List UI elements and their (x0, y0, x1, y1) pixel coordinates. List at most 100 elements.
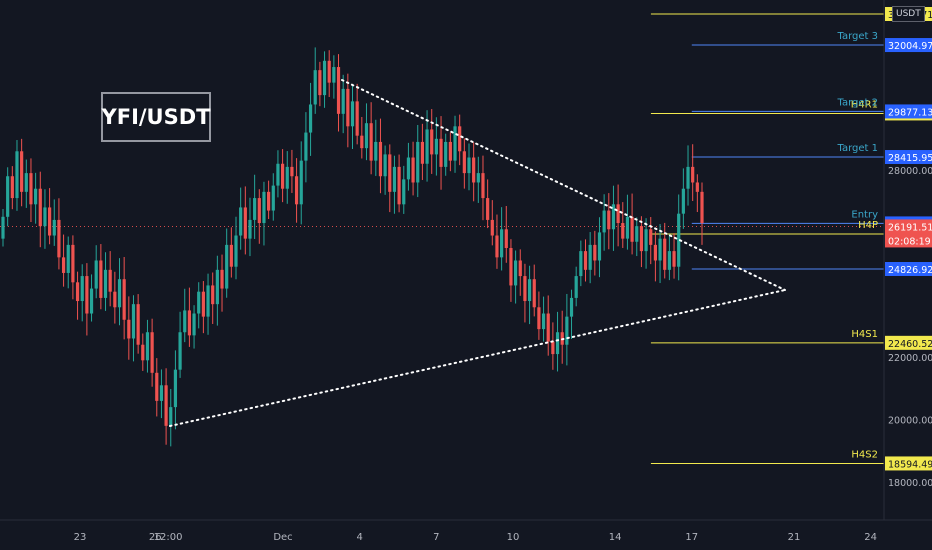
candle-body (15, 151, 19, 199)
candle-body (602, 210, 606, 233)
candle-body (294, 176, 299, 205)
candle-body (360, 135, 364, 149)
level-label: Target 2 (837, 97, 878, 108)
candle-body (308, 104, 313, 133)
candle-body (52, 219, 56, 236)
candle-body (150, 332, 154, 373)
price-tag (885, 104, 932, 119)
candle-body (108, 269, 112, 292)
y-tick-label: 20000.00 (888, 416, 932, 427)
candle-body (509, 248, 513, 286)
candle-body (635, 226, 639, 242)
candle-body (276, 163, 280, 186)
x-tick-label: Dec (273, 532, 292, 543)
countdown-text: 02:08:19 (888, 236, 931, 247)
candle-body (192, 313, 196, 336)
candle-body (439, 138, 443, 167)
candle-body (318, 70, 322, 96)
candle-body (695, 182, 699, 192)
candle-body (262, 191, 266, 224)
candle-body (66, 244, 70, 273)
price-tag-text: 18594.49 (888, 459, 932, 470)
candle-body (229, 244, 233, 267)
current-price-tag (885, 219, 932, 248)
candle-body (425, 129, 429, 164)
candle-body (574, 276, 578, 298)
candle-body (639, 226, 644, 252)
candle-body (644, 229, 648, 252)
level-label: H4S2 (851, 449, 878, 460)
candle-body (597, 232, 602, 261)
candle-body (299, 160, 303, 205)
candle-body (527, 279, 532, 302)
candle-body (127, 319, 131, 339)
candle-body (243, 207, 247, 239)
candle-body (555, 332, 560, 355)
candle-body (518, 260, 522, 277)
candle-body (164, 385, 168, 426)
candle-body (117, 279, 122, 308)
candle-body (1, 216, 5, 239)
candle-body (99, 260, 103, 298)
candle-body (89, 288, 94, 314)
x-tick-label: 21 (788, 532, 801, 543)
candle-body (257, 198, 261, 224)
price-tag-text: 24826.92 (888, 265, 932, 276)
level-label: Target 1 (837, 143, 878, 154)
candle-body (514, 260, 518, 286)
candle-body (411, 157, 415, 183)
candle-body (593, 244, 597, 261)
candle-body (700, 191, 704, 224)
upper-trendline (341, 79, 786, 291)
candle-body (113, 291, 117, 308)
candle-body (569, 297, 574, 317)
y-tick-label: 22000.00 (888, 353, 932, 364)
candle-body (136, 304, 140, 345)
candle-body (467, 157, 471, 174)
candle-body (20, 151, 24, 192)
price-axis: 28000.00 22000.00 20000.00 18000.00 (0, 0, 932, 521)
candle-body (378, 141, 383, 177)
candle-body (532, 279, 536, 308)
candle-body (416, 141, 420, 183)
candle-body (71, 244, 75, 283)
candle-body (458, 126, 462, 152)
candle-body (281, 163, 285, 189)
candle-body (565, 316, 569, 345)
candle-body (267, 191, 271, 211)
candle-body (537, 307, 541, 330)
candle-body (541, 313, 546, 330)
candle-body (341, 88, 345, 114)
candle-body (187, 310, 191, 336)
candle-body (220, 269, 224, 289)
candle-body (523, 276, 527, 302)
candle-body (248, 219, 252, 239)
candle-body (145, 332, 150, 361)
candle-body (29, 173, 33, 205)
y-tick-label: 28000.00 (888, 166, 932, 177)
candle-body (374, 141, 378, 161)
candle-body (616, 204, 620, 224)
price-tag-text: 29877.13 (888, 107, 932, 118)
price-tag (885, 150, 932, 165)
candle-body (686, 166, 690, 189)
current-price-text: 26191.51 (888, 222, 932, 233)
candle-body (48, 207, 52, 236)
level-label: Target 3 (837, 31, 878, 42)
price-tag-text: 32004.97 (888, 41, 932, 52)
candle-body (388, 154, 392, 192)
candle-body (402, 179, 406, 205)
candle-body (183, 310, 187, 333)
candle-body (462, 151, 466, 174)
candle-body (225, 244, 229, 289)
candle-body (607, 210, 611, 230)
candle-body (346, 88, 350, 127)
x-tick-label: 14 (609, 532, 622, 543)
x-tick-label: 26 (149, 532, 162, 543)
currency-unit-badge[interactable]: USDT (892, 6, 925, 22)
candle-body (472, 157, 476, 183)
y-tick-label: 18000.00 (888, 478, 932, 489)
candle-body (653, 244, 657, 261)
candle-body (313, 70, 317, 105)
